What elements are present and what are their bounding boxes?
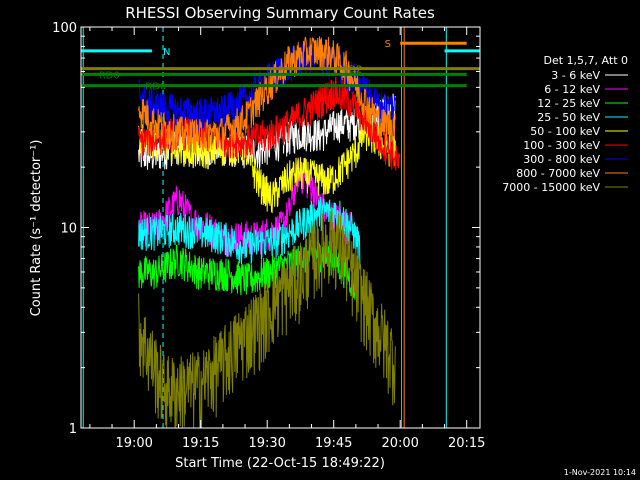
series-line	[138, 240, 356, 300]
series-line	[138, 117, 396, 214]
state-bar-label: S	[385, 39, 391, 50]
state-bar-label: FD2	[343, 65, 363, 76]
legend-entry-label: 6 - 12 keV	[544, 83, 600, 96]
state-bar-label: RD6	[145, 82, 166, 93]
x-axis-label: Start Time (22-Oct-15 18:49:22)	[175, 456, 385, 471]
y-axis-label: Count Rate (s⁻¹ detector⁻¹)	[29, 140, 44, 317]
legend-entry-label: 50 - 100 keV	[530, 125, 600, 138]
y-tick-label: 1	[69, 422, 77, 437]
plot-content: N S RD0 RD6 FD2	[81, 27, 480, 428]
state-bar-label: RD0	[99, 70, 120, 81]
series-line	[138, 36, 396, 154]
legend-entry-label: 7000 - 15000 keV	[502, 181, 600, 194]
y-tick-label: 10	[60, 222, 77, 237]
legend-entry-label: 25 - 50 keV	[537, 111, 600, 124]
x-tick-label: 19:15	[182, 436, 219, 451]
x-tick-label: 19:00	[115, 436, 152, 451]
legend-entry-label: 300 - 800 keV	[523, 153, 600, 166]
series-line	[138, 206, 396, 428]
footer-timestamp: 1-Nov-2021 10:14	[564, 468, 636, 477]
plot-area: N S RD0 RD6 FD2	[81, 27, 480, 428]
state-bar-label: N	[163, 47, 170, 58]
legend-entry-label: 800 - 7000 keV	[516, 167, 600, 180]
chart-title: RHESSI Observing Summary Count Rates	[125, 4, 435, 22]
x-tick-label: 19:45	[315, 436, 352, 451]
legend-entry-label: 100 - 300 keV	[523, 139, 600, 152]
x-tick-label: 20:00	[381, 436, 418, 451]
legend-entry-label: 12 - 25 keV	[537, 97, 600, 110]
x-tick-label: 19:30	[248, 436, 285, 451]
series-line	[138, 196, 361, 265]
legend-entry-label: 3 - 6 keV	[551, 69, 600, 82]
y-tick-label: 100	[52, 21, 77, 36]
x-tick-label: 20:15	[448, 436, 485, 451]
legend-title: Det 1,5,7, Att 0	[544, 54, 628, 67]
axes: 19:00 19:15 19:30 19:45 20:00 20:15 100 10 1	[52, 21, 485, 451]
